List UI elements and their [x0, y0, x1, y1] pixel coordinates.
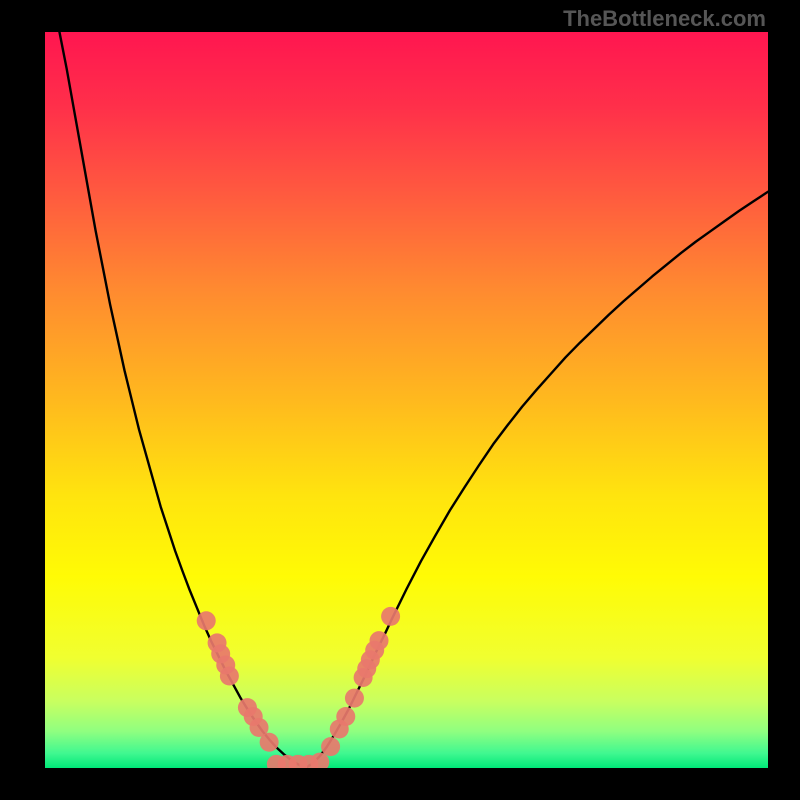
- gradient-background: [45, 32, 768, 768]
- marker-dot: [345, 689, 364, 708]
- marker-dot: [381, 607, 400, 626]
- chart-frame: TheBottleneck.com: [0, 0, 800, 800]
- marker-dot: [260, 733, 279, 752]
- marker-dot: [321, 737, 340, 756]
- marker-dot: [220, 667, 239, 686]
- plot-svg: [45, 32, 768, 768]
- marker-dot: [336, 707, 355, 726]
- watermark-text: TheBottleneck.com: [563, 6, 766, 32]
- marker-dot: [370, 631, 389, 650]
- plot-area: [45, 32, 768, 768]
- marker-dot: [197, 611, 216, 630]
